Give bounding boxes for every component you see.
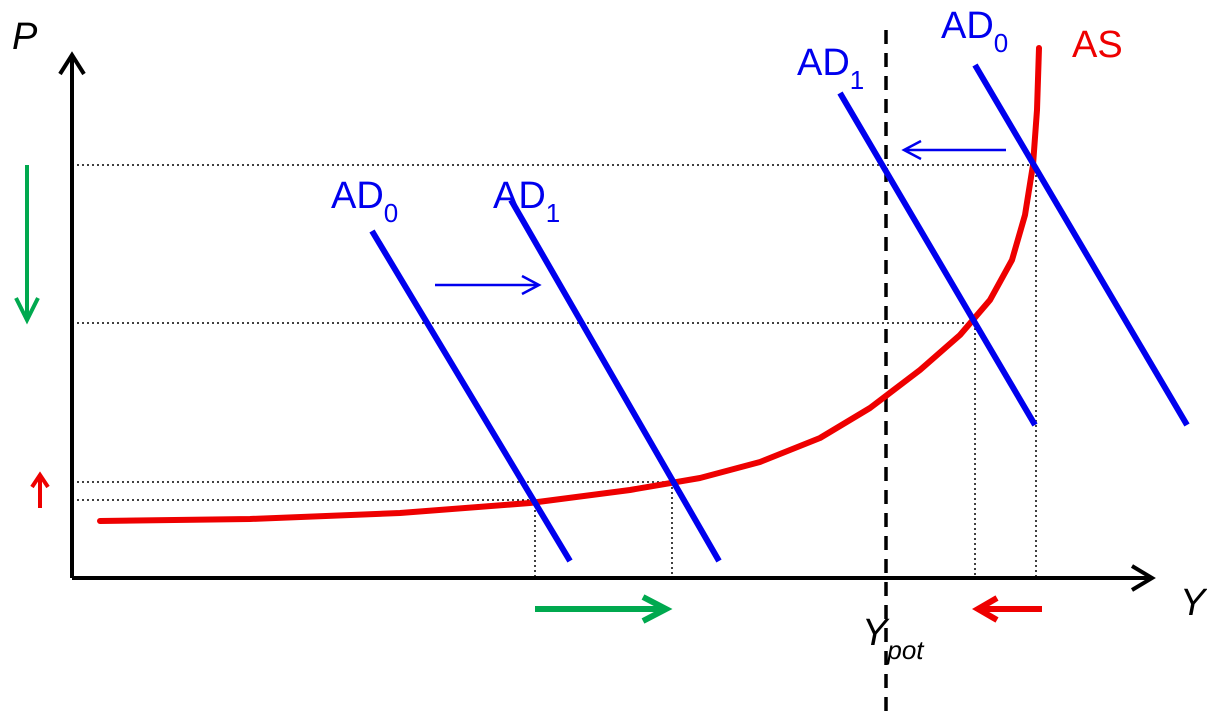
- as-label: AS: [1072, 24, 1123, 66]
- left-ad1-line: [508, 198, 722, 563]
- potential-output-label: Ypot: [862, 612, 925, 665]
- left-ad1-label: AD1: [493, 175, 560, 228]
- green-output-right-arrow: [535, 594, 673, 624]
- left-ad0-label: AD0: [331, 175, 398, 228]
- as-curve: [97, 45, 1042, 524]
- right-ad1-label: AD1: [797, 42, 864, 95]
- right-ad1-line: [837, 91, 1038, 427]
- red-output-left-arrow: [972, 595, 1042, 623]
- x-axis-label: Y: [1180, 582, 1207, 624]
- red-price-up-arrow: [30, 471, 50, 508]
- green-price-down-arrow: [14, 165, 40, 325]
- left-ad0-line: [369, 229, 573, 563]
- x-axis-arrowhead: [1130, 564, 1156, 592]
- axes: [58, 51, 1156, 592]
- y-axis-label: P: [12, 16, 38, 58]
- y-axis-arrowhead: [58, 51, 86, 76]
- right-ad0-label: AD0: [941, 5, 1008, 58]
- right-ad0-line: [972, 63, 1190, 427]
- blue-shift-arrow-left: [901, 139, 1006, 161]
- blue-shift-arrow-right: [435, 274, 542, 296]
- guide-lines: [72, 164, 1037, 578]
